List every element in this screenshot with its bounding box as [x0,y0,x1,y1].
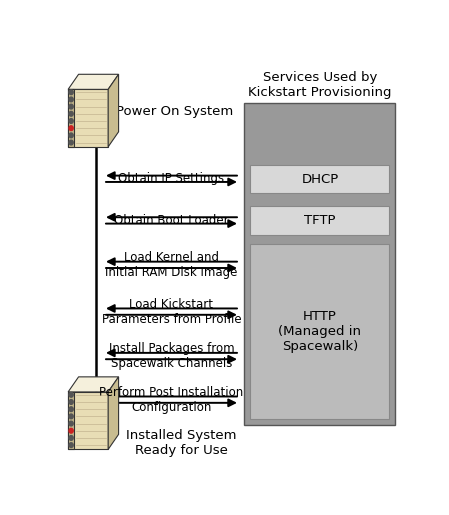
Circle shape [69,111,73,116]
FancyBboxPatch shape [244,104,396,425]
Circle shape [69,118,73,124]
Circle shape [69,407,73,411]
Circle shape [69,421,73,426]
Text: DHCP: DHCP [301,173,339,186]
Polygon shape [108,74,119,147]
Text: Load Kernel and
Initial RAM Disk Image: Load Kernel and Initial RAM Disk Image [106,251,238,279]
Text: HTTP
(Managed in
Spacewalk): HTTP (Managed in Spacewalk) [278,310,361,353]
Circle shape [69,428,73,433]
Polygon shape [68,377,119,392]
Circle shape [69,443,73,448]
Circle shape [69,90,73,95]
Polygon shape [68,90,108,147]
Polygon shape [68,392,108,450]
Text: Obtain IP Settings: Obtain IP Settings [119,173,224,185]
FancyBboxPatch shape [250,206,389,235]
Text: Power On System: Power On System [116,105,233,118]
Circle shape [69,133,73,138]
Circle shape [69,140,73,145]
Text: Obtain Boot Loader: Obtain Boot Loader [114,214,229,227]
Circle shape [69,104,73,109]
FancyBboxPatch shape [250,244,389,419]
Circle shape [69,414,73,419]
Text: Services Used by
Kickstart Provisioning: Services Used by Kickstart Provisioning [248,72,392,99]
Circle shape [69,97,73,102]
Text: Installed System
Ready for Use: Installed System Ready for Use [126,430,237,457]
Polygon shape [68,392,74,450]
Text: Perform Post Installation
Configuration: Perform Post Installation Configuration [99,386,244,414]
Text: TFTP: TFTP [304,214,336,227]
FancyBboxPatch shape [250,165,389,194]
Circle shape [69,126,73,130]
Polygon shape [68,74,119,90]
Circle shape [69,392,73,397]
Text: Load Kickstart
Parameters from Profile: Load Kickstart Parameters from Profile [101,298,241,325]
Circle shape [69,400,73,404]
Text: Install Packages from
Spacewalk Channels: Install Packages from Spacewalk Channels [109,342,234,370]
Polygon shape [108,377,119,450]
Circle shape [69,436,73,440]
Polygon shape [68,90,74,147]
